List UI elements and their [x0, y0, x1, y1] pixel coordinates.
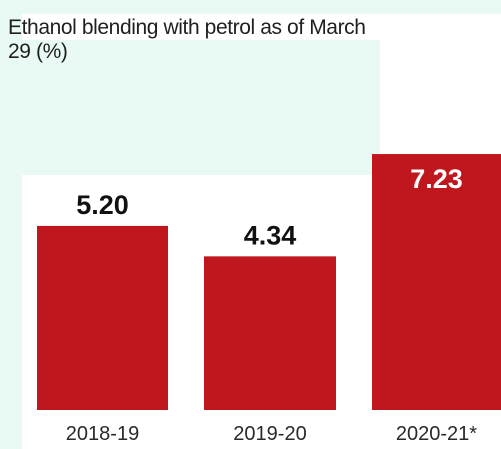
value-label-2020-21*: 7.23: [410, 164, 463, 194]
background-tint-top: [0, 0, 501, 14]
value-label-2019-20: 4.34: [244, 220, 297, 250]
bar-2020-21*: [372, 154, 501, 410]
bar-2018-19: [37, 225, 168, 410]
x-tick-labels-group: 2018-19 2019-20 2020-21*: [66, 423, 478, 445]
chart-title: Ethanol blending with petrol as of March…: [8, 16, 366, 63]
value-label-2018-19: 5.20: [76, 190, 129, 220]
x-tick-label-2019-20: 2019-20: [233, 423, 306, 445]
bar-2019-20: [204, 256, 336, 410]
bars-group: [37, 154, 501, 410]
value-labels-group: 5.20 4.34 7.23: [76, 164, 463, 250]
x-tick-label-2020-21*: 2020-21*: [396, 423, 477, 445]
x-tick-label-2018-19: 2018-19: [66, 423, 139, 445]
background-tint-band: [0, 40, 380, 175]
